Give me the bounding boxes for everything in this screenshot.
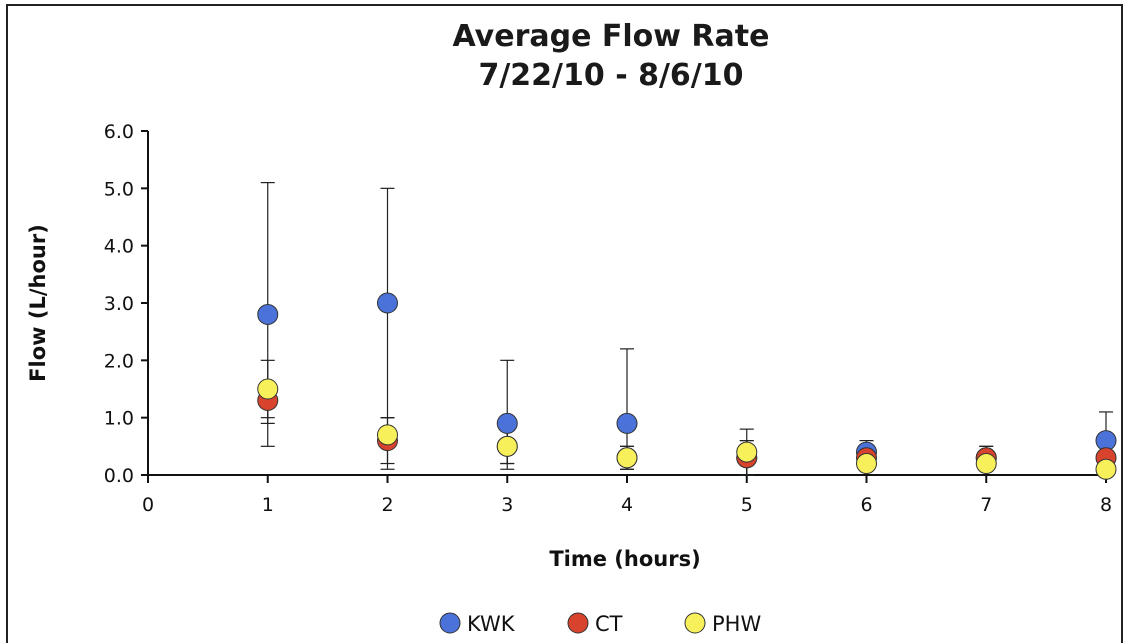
x-tick-label: 2 <box>381 494 393 516</box>
legend-label-phw: PHW <box>712 612 761 636</box>
point-phw <box>616 447 638 469</box>
x-tick-label: 1 <box>262 494 274 516</box>
point-kwk <box>496 412 518 434</box>
x-axis-label: Time (hours) <box>549 547 700 571</box>
chart-frame <box>6 4 1123 643</box>
legend: KWK CT PHW <box>439 612 761 636</box>
legend-marker-ct <box>567 612 589 634</box>
point-phw <box>1095 458 1117 480</box>
point-kwk <box>616 412 638 434</box>
data-points <box>257 292 1117 480</box>
y-tick-label: 0.0 <box>104 465 134 487</box>
x-tick-label: 7 <box>980 494 992 516</box>
y-tick-label: 4.0 <box>104 236 134 258</box>
legend-marker-kwk <box>439 612 461 634</box>
x-tick-label: 8 <box>1100 494 1112 516</box>
x-tick-label: 0 <box>142 494 154 516</box>
point-phw <box>377 424 398 446</box>
point-phw <box>856 453 877 475</box>
chart-title: Average Flow Rate <box>453 19 770 54</box>
x-tick-label: 4 <box>621 494 633 516</box>
y-axis-label: Flow (L/hour) <box>26 224 50 382</box>
point-phw <box>736 441 758 463</box>
y-tick-label: 1.0 <box>104 408 134 430</box>
y-tick-label: 5.0 <box>104 178 134 200</box>
point-phw <box>975 453 997 475</box>
chart-subtitle: 7/22/10 - 8/6/10 <box>478 58 743 93</box>
x-tick-label: 3 <box>501 494 513 516</box>
legend-marker-phw <box>684 612 706 634</box>
point-kwk <box>377 292 398 314</box>
y-tick-label: 3.0 <box>104 293 134 315</box>
point-phw <box>257 378 279 400</box>
x-tick-label: 6 <box>860 494 872 516</box>
axes: 0.0 1.0 2.0 3.0 4.0 5.0 6.0 0 1 2 3 4 5 6 7 8 <box>104 121 1112 516</box>
y-tick-label: 6.0 <box>104 121 134 143</box>
legend-label-ct: CT <box>595 612 623 636</box>
legend-label-kwk: KWK <box>467 612 516 636</box>
y-tick-label: 2.0 <box>104 350 134 372</box>
point-phw <box>496 435 518 457</box>
point-kwk <box>257 303 279 325</box>
x-tick-label: 5 <box>741 494 753 516</box>
